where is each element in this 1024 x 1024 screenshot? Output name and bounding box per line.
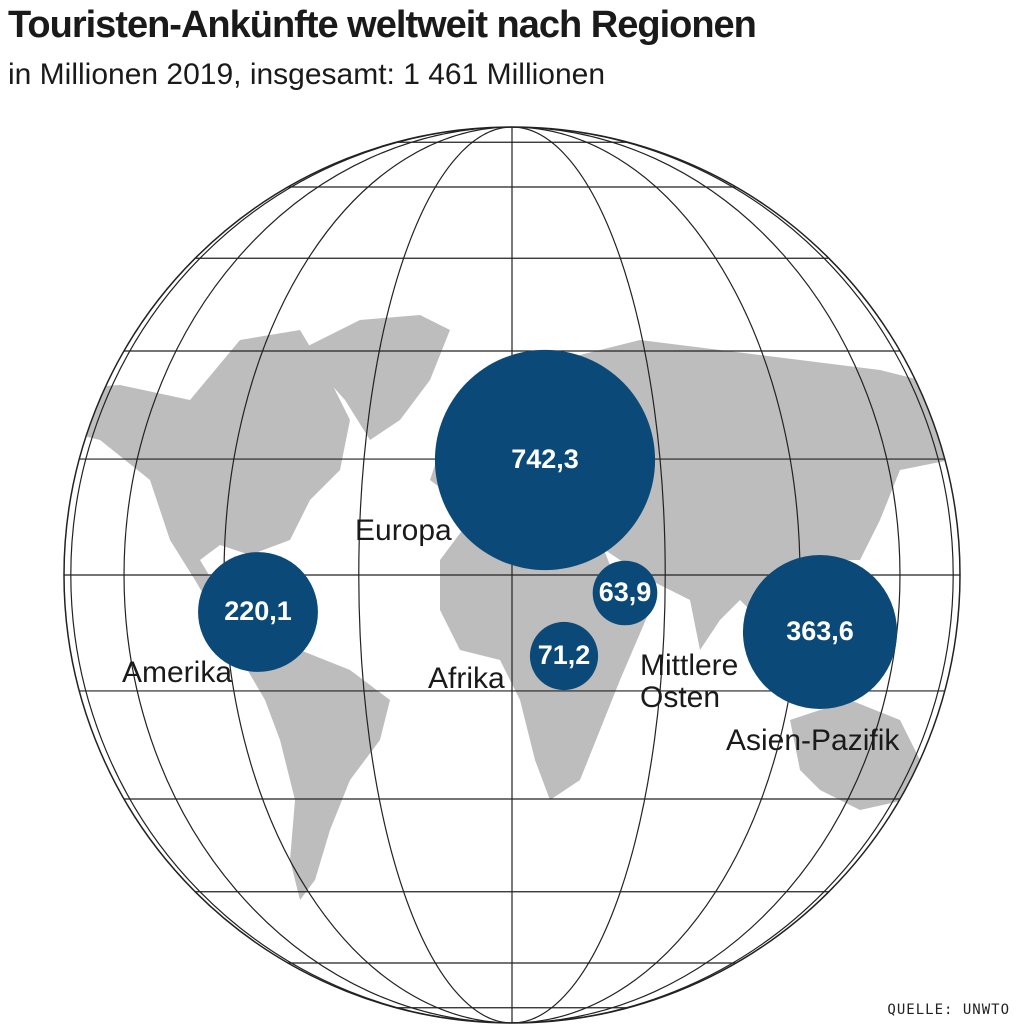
region-label: Europa [355,514,452,547]
bubble [529,621,599,691]
bubble [434,349,656,571]
value-label: 220,1 [224,596,292,626]
globe-outline [63,126,961,1024]
region-label: Asien-Pazifik [726,724,900,757]
bubble [592,560,658,626]
source: QUELLE: UNWTO [887,1002,1010,1018]
bubble [742,554,898,710]
subtitle: in Millionen 2019, insgesamt: 1 461 Mill… [8,58,606,91]
title: Touristen-Ankünfte weltweit nach Regione… [8,4,757,46]
region-label: Mittlere Osten [640,649,739,714]
value-label: 63,9 [599,577,652,607]
bubble [198,552,318,672]
bubbles: 742,3 220,1 71,2 63,9 363,6 [198,349,898,710]
value-label: 71,2 [538,640,591,670]
value-label: 742,3 [511,444,579,474]
value-label: 363,6 [786,616,854,646]
region-label: Afrika [428,662,505,695]
region-label: Amerika [122,656,233,689]
